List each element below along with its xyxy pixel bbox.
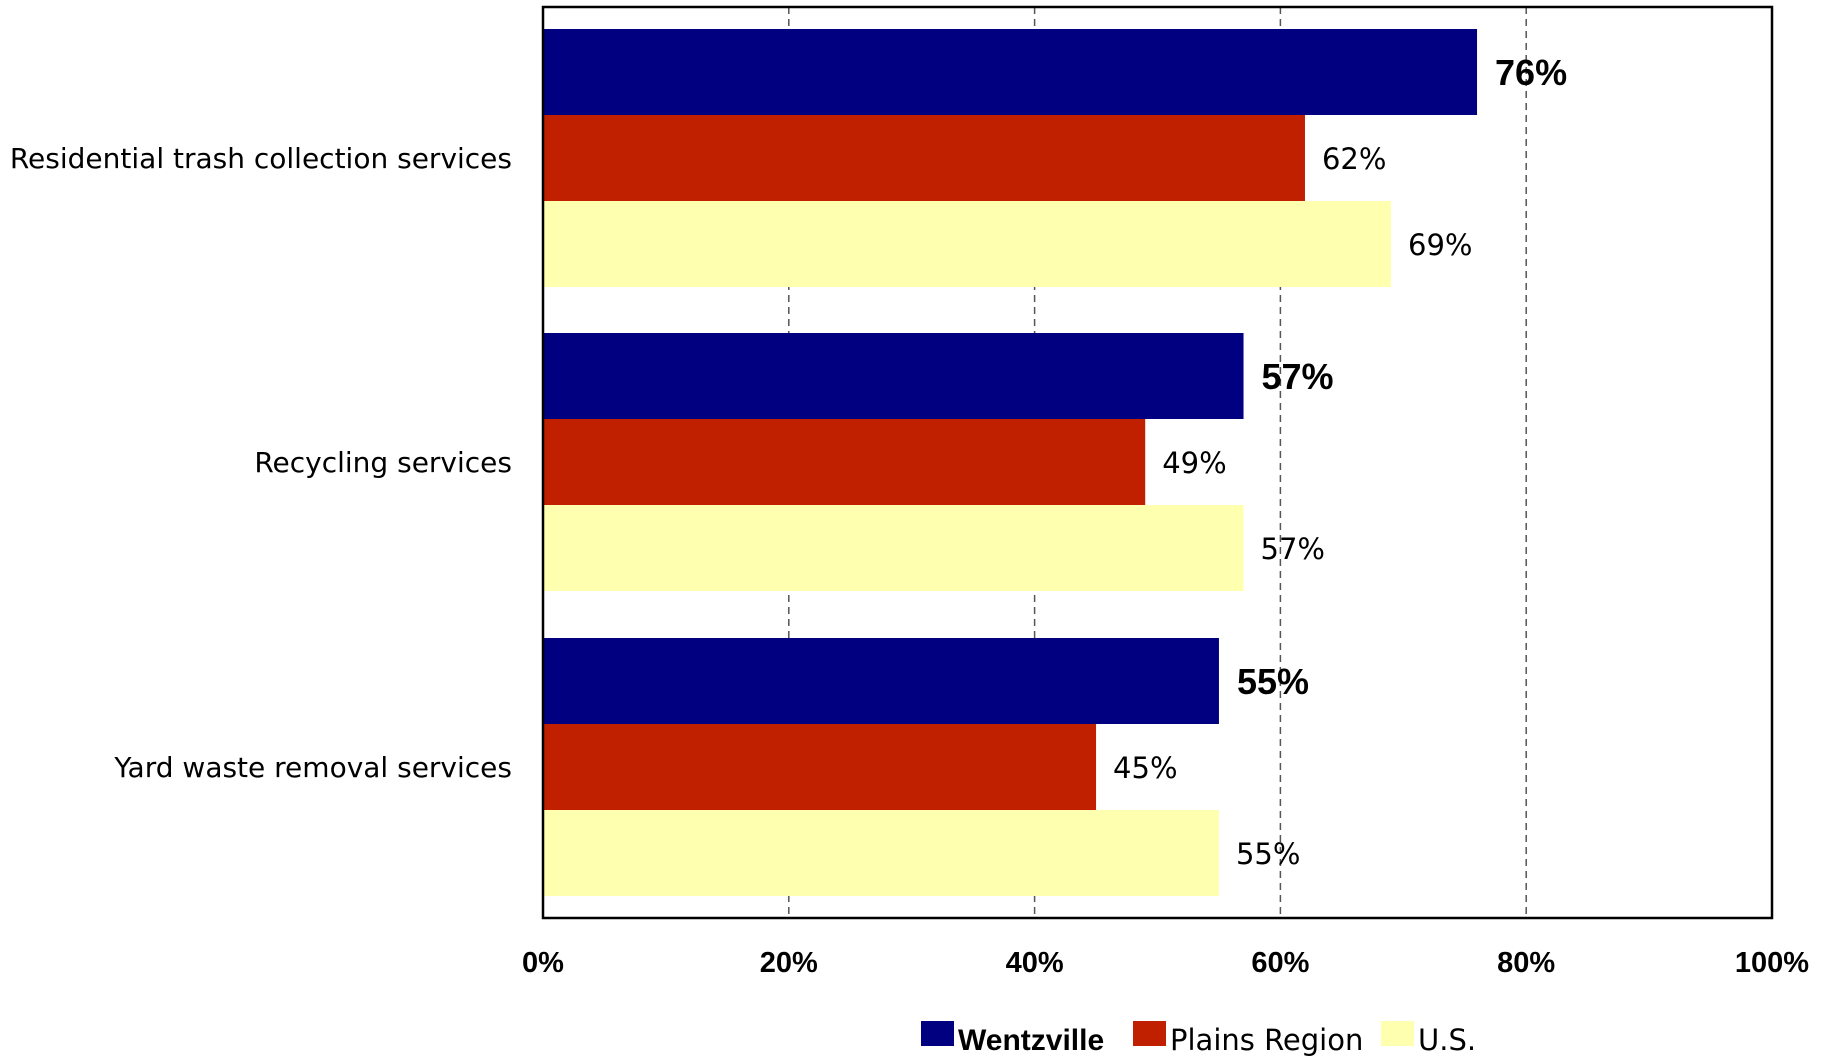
x-tick-label: 100% [1735, 947, 1809, 979]
category-label: Recycling services [254, 446, 512, 479]
x-tick-labels: 0% 20% 40% 60% 80% 100% [522, 947, 1809, 979]
legend-swatch [1133, 1021, 1166, 1046]
bar [543, 638, 1219, 724]
bar [543, 29, 1478, 115]
data-label: 69% [1408, 228, 1472, 262]
bar [543, 333, 1244, 419]
data-label: 55% [1237, 661, 1309, 702]
category-label: Yard waste removal services [113, 751, 512, 784]
bar [543, 810, 1219, 896]
legend: Wentzville Plains Region U.S. [921, 1021, 1476, 1057]
x-tick-label: 60% [1251, 947, 1309, 979]
legend-swatch [921, 1021, 954, 1046]
data-label: 55% [1236, 837, 1300, 871]
bar [543, 419, 1146, 505]
legend-label: Plains Region [1170, 1023, 1363, 1057]
category-label: Residential trash collection services [10, 142, 512, 175]
category-labels: Residential trash collection services Rec… [10, 142, 512, 784]
bar [543, 201, 1392, 287]
legend-label: Wentzville [958, 1024, 1104, 1057]
x-tick-label: 40% [1006, 947, 1064, 979]
legend-swatch [1381, 1021, 1414, 1046]
data-labels: 76% 62% 69% 57% 49% 57% 55% 45% 55% [1113, 52, 1567, 871]
data-label: 49% [1162, 446, 1226, 480]
bar [543, 724, 1097, 810]
legend-label: U.S. [1418, 1023, 1476, 1057]
data-label: 45% [1113, 751, 1177, 785]
plot-frame [541, 5, 1774, 920]
x-tick-label: 80% [1497, 947, 1555, 979]
bar [543, 505, 1244, 591]
data-label: 57% [1261, 532, 1325, 566]
data-label: 76% [1495, 52, 1567, 93]
data-label: 57% [1262, 356, 1334, 397]
x-tick-label: 20% [760, 947, 818, 979]
bars [543, 29, 1478, 896]
bar [543, 115, 1305, 201]
x-tick-label: 0% [522, 947, 564, 979]
data-label: 62% [1322, 142, 1386, 176]
